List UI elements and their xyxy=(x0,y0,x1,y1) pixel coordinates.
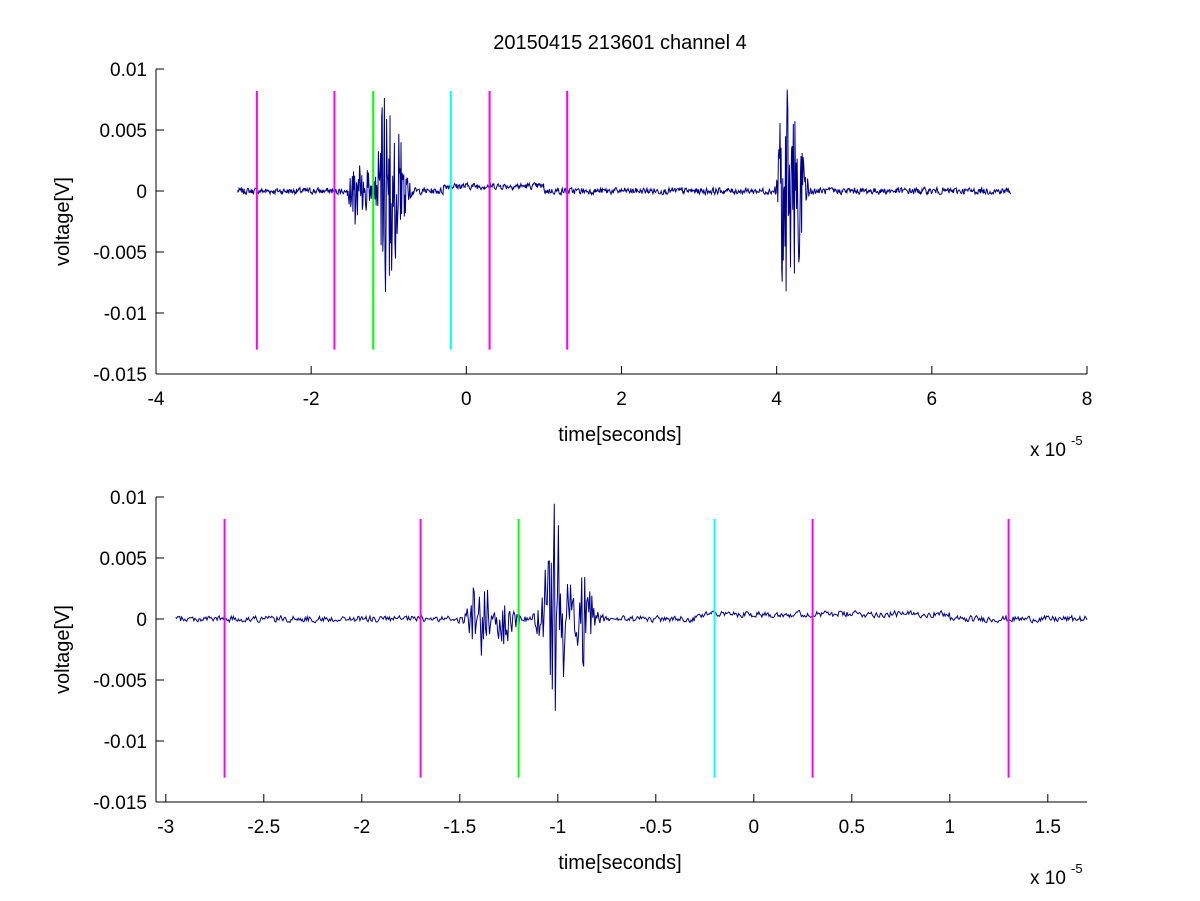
x-tick-label: 0.5 xyxy=(839,817,865,838)
x-tick-label: 1 xyxy=(945,817,956,838)
x-exponent-label: x 10 xyxy=(1030,868,1066,889)
y-tick-label: 0.01 xyxy=(110,488,147,509)
y-tick-label: -0.01 xyxy=(104,304,147,325)
x-tick-label: 4 xyxy=(771,389,782,410)
y-tick-label: 0.005 xyxy=(99,549,147,570)
x-tick-label: 6 xyxy=(927,389,938,410)
x-tick-label: 1.5 xyxy=(1035,817,1061,838)
y-tick-label: -0.015 xyxy=(93,365,147,386)
y-tick-label: 0 xyxy=(136,610,147,631)
x-tick-label: -2 xyxy=(353,817,370,838)
x-exponent-label: x 10 xyxy=(1030,440,1066,461)
x-tick-label: -2 xyxy=(303,389,320,410)
x-tick-label: -4 xyxy=(148,389,165,410)
x-exponent-power: -5 xyxy=(1071,861,1083,876)
x-tick-label: 2 xyxy=(616,389,627,410)
top-plot: -4 -2 0 2 4 6 8 0.01 0.005 0 -0.005 -0.01 -0.015 time… xyxy=(52,60,1092,461)
x-tick-label: -0.5 xyxy=(639,817,672,838)
y-tick-label: 0.005 xyxy=(99,121,147,142)
x-tick-label: -2.5 xyxy=(247,817,280,838)
x-tick-label: 0 xyxy=(461,389,472,410)
x-tick-label: 0 xyxy=(749,817,760,838)
x-exponent-power: -5 xyxy=(1071,433,1083,448)
x-tick-label: -1.5 xyxy=(443,817,476,838)
voltage-trace xyxy=(237,89,1012,293)
figure-title: 20150415 213601 channel 4 xyxy=(493,32,747,54)
y-axis-label: voltage[V] xyxy=(52,605,74,694)
y-tick-label: -0.005 xyxy=(93,243,147,264)
y-tick-label: 0 xyxy=(136,182,147,203)
x-tick-label: -3 xyxy=(157,817,174,838)
x-axis-label: time[seconds] xyxy=(558,424,681,446)
x-tick-label: -1 xyxy=(549,817,566,838)
bottom-plot: -3 -2.5 -2 -1.5 -1 -0.5 0 0.5 1 1.5 0.01 0.005 0 -0.0… xyxy=(52,488,1088,889)
y-tick-label: -0.01 xyxy=(104,732,147,753)
y-axis-label: voltage[V] xyxy=(52,177,74,266)
voltage-trace xyxy=(175,503,1088,711)
x-axis-label: time[seconds] xyxy=(558,852,681,874)
y-tick-label: 0.01 xyxy=(110,60,147,81)
y-tick-label: -0.015 xyxy=(93,793,147,814)
x-tick-label: 8 xyxy=(1082,389,1093,410)
y-tick-label: -0.005 xyxy=(93,671,147,692)
